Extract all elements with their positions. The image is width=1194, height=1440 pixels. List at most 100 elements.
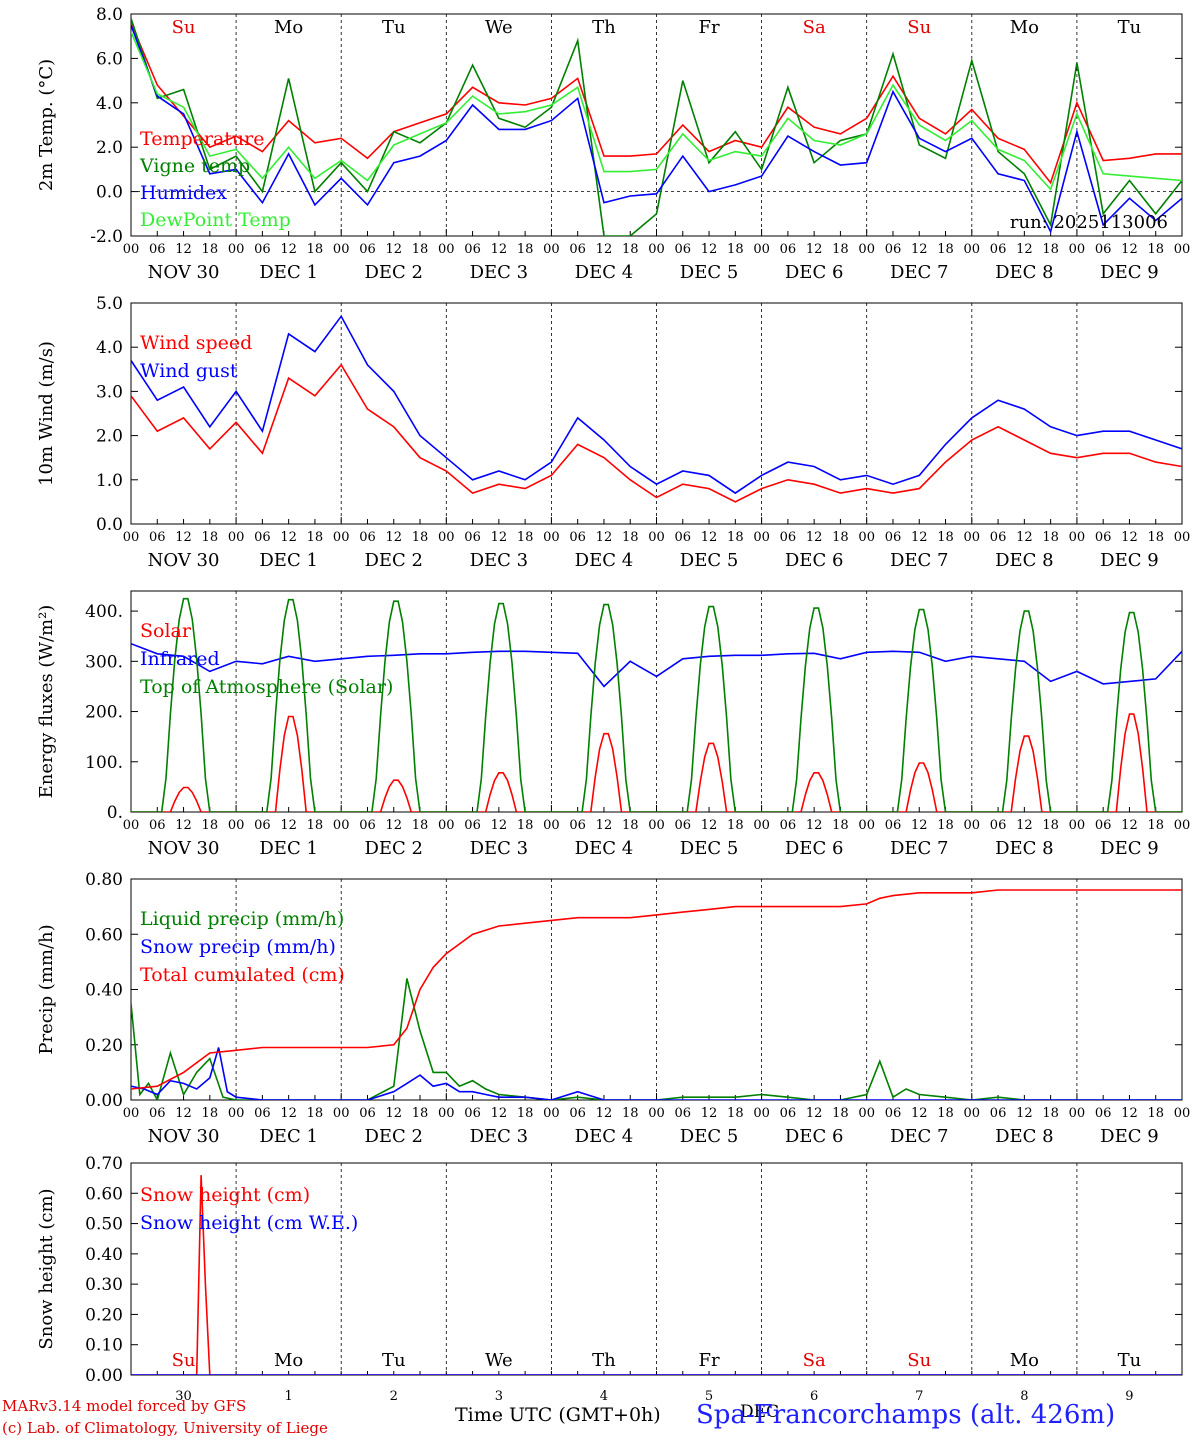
date-label: DEC 6 xyxy=(785,1126,844,1147)
hour-tick-label: 00 xyxy=(123,818,140,833)
date-label: DEC 6 xyxy=(785,262,844,283)
hour-tick-label: 00 xyxy=(1174,818,1191,833)
hour-tick-label: 18 xyxy=(307,818,324,833)
day-number-label: 5 xyxy=(705,1389,713,1404)
legend-entry: Snow precip (mm/h) xyxy=(140,936,336,958)
hour-tick-label: 18 xyxy=(517,1106,534,1121)
day-name-label: Su xyxy=(907,17,931,38)
hour-tick-label: 06 xyxy=(254,818,271,833)
date-label: DEC 5 xyxy=(680,838,739,859)
hour-tick-label: 00 xyxy=(648,818,665,833)
hour-tick-label: 12 xyxy=(1121,530,1138,545)
hour-tick-label: 12 xyxy=(596,530,613,545)
date-label: DEC 3 xyxy=(470,1126,529,1147)
date-label: DEC 9 xyxy=(1100,1126,1159,1147)
hour-tick-label: 18 xyxy=(1147,1106,1164,1121)
date-label: DEC 3 xyxy=(470,262,529,283)
hour-tick-label: 00 xyxy=(228,242,245,257)
day-name-label: Su xyxy=(172,1350,196,1371)
series-line-wind-speed xyxy=(131,363,1182,503)
hour-tick-label: 06 xyxy=(780,818,797,833)
hour-tick-label: 12 xyxy=(596,818,613,833)
hour-tick-label: 18 xyxy=(307,530,324,545)
hour-tick-label: 18 xyxy=(412,242,429,257)
day-number-label: 3 xyxy=(495,1389,503,1404)
hour-tick-label: 00 xyxy=(858,242,875,257)
hour-tick-label: 00 xyxy=(964,1106,981,1121)
date-label: DEC 8 xyxy=(995,838,1054,859)
date-label: DEC 5 xyxy=(680,262,739,283)
hour-tick-label: 00 xyxy=(1174,530,1191,545)
y-tick-label: 0.80 xyxy=(85,870,123,890)
hour-tick-label: 00 xyxy=(753,818,770,833)
hour-tick-label: 18 xyxy=(727,1106,744,1121)
date-label: DEC 7 xyxy=(890,838,949,859)
day-name-label: Tu xyxy=(1118,1350,1142,1371)
y-tick-label: 0.30 xyxy=(85,1275,123,1295)
y-tick-label: 0.0 xyxy=(96,183,123,203)
hour-tick-label: 18 xyxy=(307,242,324,257)
hour-tick-label: 00 xyxy=(228,1106,245,1121)
hour-tick-label: 12 xyxy=(1016,818,1033,833)
panel-3: 00 06 12 18 00 06 12 18 00 06 12 18 00 06 12 18 00 06 12 18… xyxy=(36,590,1191,859)
hour-tick-label: 12 xyxy=(280,530,297,545)
hour-tick-label: 06 xyxy=(885,1106,902,1121)
hour-tick-label: 06 xyxy=(990,530,1007,545)
hour-tick-label: 18 xyxy=(622,1106,639,1121)
day-name-label: Sa xyxy=(803,17,826,38)
hour-tick-label: 18 xyxy=(622,530,639,545)
hour-tick-label: 06 xyxy=(569,242,586,257)
hour-tick-label: 12 xyxy=(596,1106,613,1121)
hour-tick-label: 18 xyxy=(517,530,534,545)
hour-tick-label: 18 xyxy=(622,242,639,257)
y-axis-label: 2m Temp. (°C) xyxy=(36,59,57,191)
series-line-temperature xyxy=(131,22,1182,185)
hour-tick-label: 12 xyxy=(280,818,297,833)
hour-tick-label: 00 xyxy=(1069,1106,1086,1121)
y-tick-label: 0.60 xyxy=(85,925,123,945)
hour-tick-label: 00 xyxy=(753,1106,770,1121)
hour-tick-label: 00 xyxy=(333,530,350,545)
day-number-label: 6 xyxy=(810,1389,818,1404)
day-number-label: 7 xyxy=(915,1389,923,1404)
hour-tick-label: 06 xyxy=(1095,818,1112,833)
legend-entry: DewPoint Temp xyxy=(140,209,291,231)
hour-tick-label: 18 xyxy=(202,818,219,833)
date-label: NOV 30 xyxy=(148,550,220,571)
hour-tick-label: 18 xyxy=(202,530,219,545)
day-name-label: Mo xyxy=(1010,17,1039,38)
y-tick-label: 0.50 xyxy=(85,1215,123,1235)
y-tick-label: 4.0 xyxy=(96,338,123,358)
hour-tick-label: 12 xyxy=(911,818,928,833)
hour-tick-label: 18 xyxy=(937,1106,954,1121)
hour-tick-label: 00 xyxy=(858,530,875,545)
hour-tick-label: 06 xyxy=(254,530,271,545)
legend-entry: Infrared xyxy=(140,648,220,670)
hour-tick-label: 06 xyxy=(675,1106,692,1121)
date-label: DEC 2 xyxy=(364,1126,423,1147)
y-tick-label: -2.0 xyxy=(90,227,123,247)
hour-tick-label: 12 xyxy=(491,242,508,257)
hour-tick-label: 06 xyxy=(1095,242,1112,257)
hour-tick-label: 12 xyxy=(806,530,823,545)
hour-tick-label: 06 xyxy=(990,818,1007,833)
date-label: DEC 1 xyxy=(259,1126,318,1147)
hour-tick-label: 06 xyxy=(1095,530,1112,545)
y-axis-label: Precip (mm/h) xyxy=(36,924,57,1054)
hour-tick-label: 00 xyxy=(228,818,245,833)
hour-tick-label: 18 xyxy=(412,530,429,545)
hour-tick-label: 12 xyxy=(491,818,508,833)
hour-tick-label: 00 xyxy=(333,818,350,833)
day-name-label: We xyxy=(485,17,513,38)
y-tick-label: 6.0 xyxy=(96,49,123,69)
day-number-label: 2 xyxy=(390,1389,398,1404)
hour-tick-label: 06 xyxy=(780,1106,797,1121)
day-number-label: 30 xyxy=(175,1389,192,1404)
date-label: DEC 8 xyxy=(995,262,1054,283)
hour-tick-label: 00 xyxy=(753,530,770,545)
hour-tick-label: 00 xyxy=(1174,242,1191,257)
hour-tick-label: 12 xyxy=(385,818,402,833)
date-label: DEC 8 xyxy=(995,550,1054,571)
hour-tick-label: 06 xyxy=(464,242,481,257)
hour-tick-label: 12 xyxy=(1016,530,1033,545)
